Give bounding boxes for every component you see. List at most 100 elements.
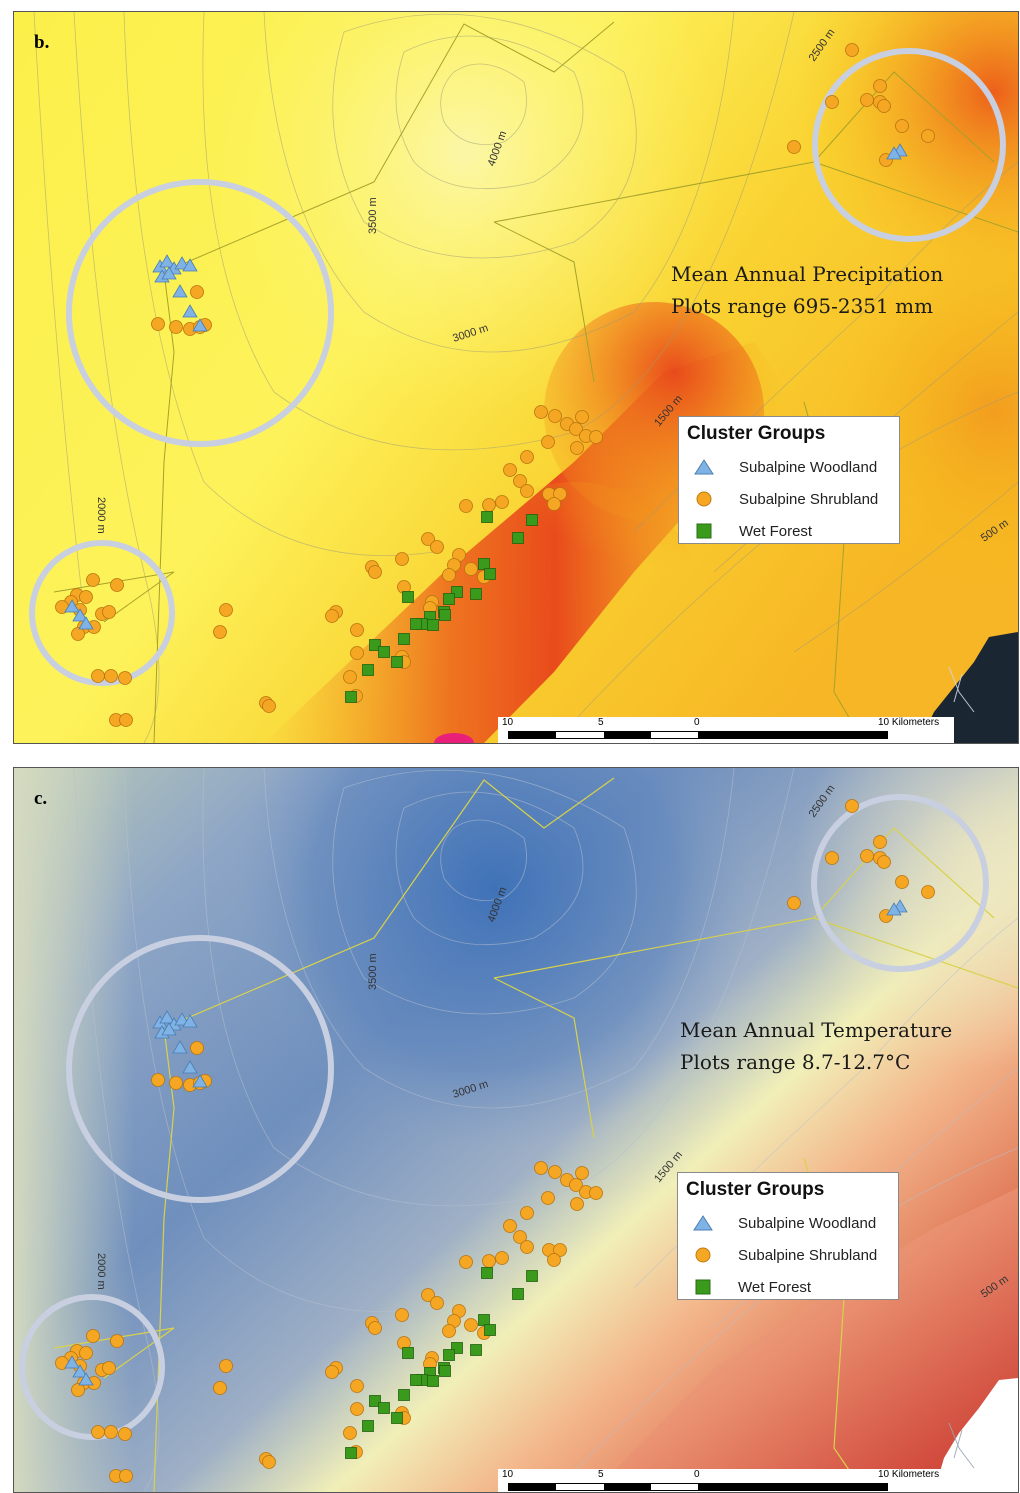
plot-marker-shrubland (495, 495, 509, 509)
plot-marker-shrubland (368, 1321, 382, 1335)
plot-marker-shrubland (350, 646, 364, 660)
plot-marker-wetforest (439, 609, 451, 621)
legend-label: Subalpine Woodland (739, 458, 878, 476)
plot-marker-shrubland (520, 484, 534, 498)
plot-marker-shrubland (104, 1425, 118, 1439)
plot-marker-woodland (78, 616, 94, 630)
plot-marker-woodland (172, 1040, 188, 1054)
plot-marker-wetforest (481, 1267, 493, 1279)
plot-marker-wetforest (470, 588, 482, 600)
scale-label: 10 Kilometers (878, 1469, 940, 1480)
plot-marker-shrubland (190, 285, 204, 299)
plot-marker-shrubland (548, 1165, 562, 1179)
plot-marker-woodland (182, 1060, 198, 1074)
plot-marker-shrubland (787, 896, 801, 910)
plot-marker-woodland (72, 1364, 88, 1378)
plot-marker-woodland (192, 1074, 208, 1088)
plot-marker-shrubland (482, 1254, 496, 1268)
legend-label: Subalpine Shrubland (739, 490, 879, 508)
plot-marker-shrubland (325, 609, 339, 623)
plot-marker-woodland (192, 318, 208, 332)
legend-item-wetforest: Wet Forest (686, 1271, 890, 1303)
precipitation-map-panel: 4000 m 3500 m 3000 m 2500 m 2000 m 1500 … (13, 11, 1019, 744)
plot-marker-wetforest (478, 1314, 490, 1326)
plot-marker-shrubland (534, 1161, 548, 1175)
plot-marker-shrubland (503, 1219, 517, 1233)
plot-marker-shrubland (71, 627, 85, 641)
plot-marker-shrubland (421, 1288, 435, 1302)
plot-marker-wetforest (402, 591, 414, 603)
plot-marker-shrubland (513, 474, 527, 488)
plot-marker-shrubland (119, 713, 133, 727)
plot-marker-wetforest (391, 656, 403, 668)
contour-label-2000: 2000 m (95, 497, 107, 534)
plot-marker-shrubland (845, 799, 859, 813)
plot-marker-woodland (182, 1014, 198, 1028)
plot-marker-shrubland (845, 43, 859, 57)
plot-marker-shrubland (513, 1230, 527, 1244)
plot-marker-shrubland (860, 93, 874, 107)
plot-marker-shrubland (86, 573, 100, 587)
plot-marker-shrubland (547, 1253, 561, 1267)
plot-marker-shrubland (91, 669, 105, 683)
plot-marker-shrubland (503, 463, 517, 477)
scale-label: 10 (502, 1469, 514, 1480)
plot-marker-shrubland (570, 441, 584, 455)
plot-marker-shrubland (395, 1308, 409, 1322)
plot-marker-shrubland (190, 1041, 204, 1055)
plot-marker-wetforest (443, 1349, 455, 1361)
plot-marker-wetforest (427, 1375, 439, 1387)
plot-marker-shrubland (570, 1197, 584, 1211)
plot-marker-shrubland (262, 699, 276, 713)
plot-marker-shrubland (430, 1296, 444, 1310)
caption-variable: Mean Annual Precipitation (671, 262, 944, 286)
plot-marker-wetforest (391, 1412, 403, 1424)
plot-marker-shrubland (368, 565, 382, 579)
plot-marker-wetforest (484, 1324, 496, 1336)
plot-marker-wetforest (484, 568, 496, 580)
scale-label: 5 (598, 717, 604, 728)
plot-marker-wetforest (451, 586, 463, 598)
contour-label-3500: 3500 m (367, 953, 379, 990)
plot-marker-shrubland (343, 1426, 357, 1440)
legend-item-wetforest: Wet Forest (687, 515, 891, 547)
plot-marker-shrubland (110, 578, 124, 592)
legend-title: Cluster Groups (687, 423, 826, 444)
plot-marker-shrubland (91, 1425, 105, 1439)
plot-marker-shrubland (79, 1346, 93, 1360)
plot-marker-shrubland (873, 835, 887, 849)
scale-label: 5 (598, 1469, 604, 1480)
plot-marker-shrubland (459, 1255, 473, 1269)
plot-marker-shrubland (102, 1361, 116, 1375)
plot-marker-shrubland (79, 590, 93, 604)
plot-marker-wetforest (402, 1347, 414, 1359)
plot-marker-shrubland (395, 552, 409, 566)
plot-marker-woodland (64, 1355, 80, 1369)
plot-marker-shrubland (262, 1455, 276, 1469)
plot-marker-woodland (72, 608, 88, 622)
plot-marker-wetforest (369, 639, 381, 651)
plot-marker-wetforest (410, 618, 422, 630)
plot-marker-shrubland (464, 1318, 478, 1332)
highlight-circle-woodland-west (66, 935, 334, 1203)
plot-marker-shrubland (169, 1076, 183, 1090)
plot-marker-woodland (886, 902, 902, 916)
highlight-circle-southwest (19, 1294, 165, 1440)
plot-marker-shrubland (877, 99, 891, 113)
plot-marker-shrubland (219, 1359, 233, 1373)
plot-marker-shrubland (895, 875, 909, 889)
plot-marker-wetforest (369, 1395, 381, 1407)
plot-marker-shrubland (520, 450, 534, 464)
plot-marker-shrubland (169, 320, 183, 334)
plot-marker-shrubland (350, 623, 364, 637)
scale-label: 0 (694, 717, 700, 728)
highlight-circle-southwest (29, 540, 175, 686)
highlight-circle-northeast (811, 794, 989, 972)
plot-marker-shrubland (213, 1381, 227, 1395)
scale-bar: 10 5 0 10 Kilometers (498, 1469, 954, 1492)
plot-marker-wetforest (439, 1365, 451, 1377)
plot-marker-wetforest (512, 1288, 524, 1300)
plot-marker-shrubland (343, 670, 357, 684)
scale-label: 0 (694, 1469, 700, 1480)
plot-marker-shrubland (921, 129, 935, 143)
